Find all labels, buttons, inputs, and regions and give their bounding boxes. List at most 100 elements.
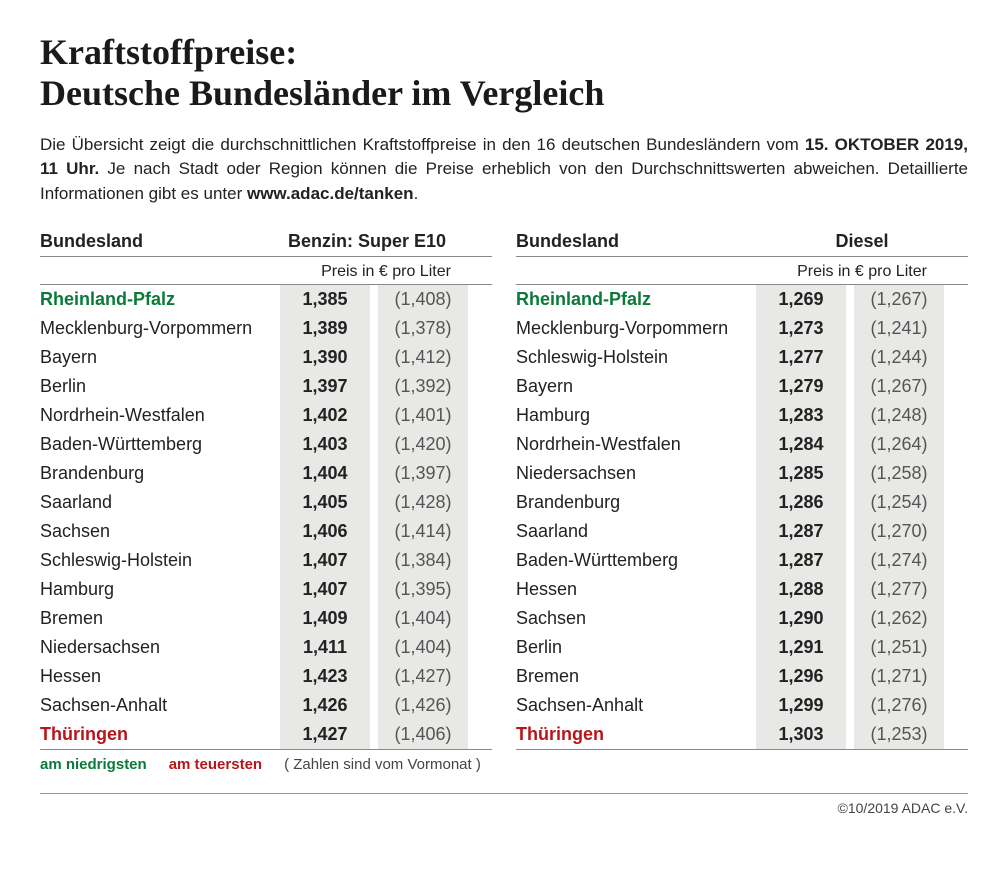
- table-row: Nordrhein-Westfalen1,402(1,401): [40, 401, 492, 430]
- price-cell: 1,397: [280, 372, 370, 401]
- prev-cell: (1,412): [378, 343, 468, 372]
- col-header-fuel: Diesel: [756, 231, 968, 252]
- table-row: Niedersachsen1,285 (1,258): [516, 459, 968, 488]
- table-row: Berlin1,397(1,392): [40, 372, 492, 401]
- prev-cell: (1,258): [854, 459, 944, 488]
- table-row: Rheinland-Pfalz1,385(1,408): [40, 285, 492, 314]
- prev-cell: (1,274): [854, 546, 944, 575]
- table-header-row: Bundesland Diesel: [516, 231, 968, 257]
- state-cell: Niedersachsen: [516, 459, 756, 488]
- table-row: Nordrhein-Westfalen1,284(1,264): [516, 430, 968, 459]
- title-line-2: Deutsche Bundesländer im Vergleich: [40, 73, 604, 113]
- prev-cell: (1,276): [854, 691, 944, 720]
- table-row: Saarland1,287(1,270): [516, 517, 968, 546]
- table-row: Rheinland-Pfalz1,269(1,267): [516, 285, 968, 314]
- state-cell: Sachsen-Anhalt: [40, 691, 280, 720]
- prev-cell: (1,270): [854, 517, 944, 546]
- state-cell: Niedersachsen: [40, 633, 280, 662]
- state-cell: Sachsen: [516, 604, 756, 633]
- prev-cell: (1,253): [854, 720, 944, 749]
- state-cell: Hessen: [40, 662, 280, 691]
- price-cell: 1,299: [756, 691, 846, 720]
- price-cell: 1,407: [280, 546, 370, 575]
- intro-post: Je nach Stadt oder Region können die Pre…: [40, 159, 968, 203]
- price-cell: 1,283: [756, 401, 846, 430]
- title-line-1: Kraftstoffpreise:: [40, 32, 297, 72]
- state-cell: Schleswig-Holstein: [516, 343, 756, 372]
- diesel-table: Bundesland Diesel Preis in € pro Liter R…: [516, 231, 968, 773]
- table-row: Niedersachsen1,411(1,404): [40, 633, 492, 662]
- table-row: Sachsen-Anhalt1,299(1,276): [516, 691, 968, 720]
- state-cell: Saarland: [516, 517, 756, 546]
- prev-cell: (1,406): [378, 720, 468, 749]
- table-subheader-row: Preis in € pro Liter: [516, 257, 968, 285]
- legend-lowest: am niedrigsten: [40, 756, 147, 773]
- table-body: Rheinland-Pfalz1,269(1,267)Mecklenburg-V…: [516, 285, 968, 750]
- prev-cell: (1,392): [378, 372, 468, 401]
- table-row: Bayern1,390(1,412): [40, 343, 492, 372]
- state-cell: Bayern: [516, 372, 756, 401]
- price-cell: 1,411: [280, 633, 370, 662]
- prev-cell: (1,420): [378, 430, 468, 459]
- table-row: Brandenburg1,404(1,397): [40, 459, 492, 488]
- prev-cell: (1,408): [378, 285, 468, 314]
- price-cell: 1,426: [280, 691, 370, 720]
- price-cell: 1,407: [280, 575, 370, 604]
- prev-cell: (1,404): [378, 604, 468, 633]
- table-header-row: Bundesland Benzin: Super E10: [40, 231, 492, 257]
- state-cell: Thüringen: [516, 720, 756, 749]
- price-cell: 1,409: [280, 604, 370, 633]
- price-cell: 1,273: [756, 314, 846, 343]
- price-cell: 1,288: [756, 575, 846, 604]
- table-row: Baden-Württemberg1,403(1,420): [40, 430, 492, 459]
- state-cell: Hamburg: [40, 575, 280, 604]
- prev-cell: (1,262): [854, 604, 944, 633]
- table-row: Hamburg1,283(1,248): [516, 401, 968, 430]
- state-cell: Baden-Württemberg: [516, 546, 756, 575]
- table-row: Bayern1,279(1,267): [516, 372, 968, 401]
- state-cell: Baden-Württemberg: [40, 430, 280, 459]
- table-body: Rheinland-Pfalz1,385(1,408)Mecklenburg-V…: [40, 285, 492, 750]
- state-cell: Brandenburg: [40, 459, 280, 488]
- table-row: Mecklenburg-Vorpommern1,389(1,378): [40, 314, 492, 343]
- prev-cell: (1,384): [378, 546, 468, 575]
- state-cell: Berlin: [516, 633, 756, 662]
- price-cell: 1,287: [756, 546, 846, 575]
- table-row: Bremen1,296 (1,271): [516, 662, 968, 691]
- tables-container: Bundesland Benzin: Super E10 Preis in € …: [40, 231, 968, 773]
- prev-cell: (1,414): [378, 517, 468, 546]
- prev-cell: (1,426): [378, 691, 468, 720]
- state-cell: Rheinland-Pfalz: [516, 285, 756, 314]
- price-cell: 1,290: [756, 604, 846, 633]
- intro-pre: Die Übersicht zeigt die durchschnittlich…: [40, 135, 805, 154]
- price-cell: 1,285: [756, 459, 846, 488]
- price-cell: 1,277: [756, 343, 846, 372]
- table-row: Schleswig-Holstein1,407(1,384): [40, 546, 492, 575]
- price-cell: 1,286: [756, 488, 846, 517]
- state-cell: Bremen: [516, 662, 756, 691]
- price-cell: 1,402: [280, 401, 370, 430]
- table-row: Schleswig-Holstein1,277(1,244): [516, 343, 968, 372]
- legend-highest: am teuersten: [169, 756, 262, 773]
- prev-cell: (1,401): [378, 401, 468, 430]
- prev-cell: (1,277): [854, 575, 944, 604]
- prev-cell: (1,241): [854, 314, 944, 343]
- state-cell: Hamburg: [516, 401, 756, 430]
- intro-url: www.adac.de/tanken: [247, 184, 414, 203]
- page-title: Kraftstoffpreise: Deutsche Bundesländer …: [40, 32, 968, 115]
- prev-cell: (1,251): [854, 633, 944, 662]
- prev-cell: (1,397): [378, 459, 468, 488]
- price-cell: 1,296: [756, 662, 846, 691]
- table-row: Berlin1,291(1,251): [516, 633, 968, 662]
- prev-cell: (1,395): [378, 575, 468, 604]
- price-cell: 1,390: [280, 343, 370, 372]
- price-cell: 1,284: [756, 430, 846, 459]
- table-subheader-row: Preis in € pro Liter: [40, 257, 492, 285]
- subheader-price: Preis in € pro Liter: [756, 263, 968, 281]
- prev-cell: (1,271): [854, 662, 944, 691]
- state-cell: Nordrhein-Westfalen: [516, 430, 756, 459]
- col-header-state: Bundesland: [516, 231, 756, 252]
- state-cell: Saarland: [40, 488, 280, 517]
- legend-note: ( Zahlen sind vom Vormonat ): [284, 756, 481, 773]
- state-cell: Bremen: [40, 604, 280, 633]
